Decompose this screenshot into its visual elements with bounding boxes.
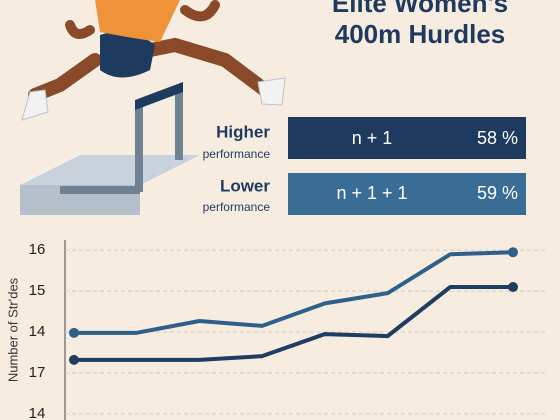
end-point	[69, 327, 79, 338]
row-box	[288, 173, 526, 215]
y-tick-label: 16	[29, 241, 46, 258]
y-tick-label: 14	[29, 405, 46, 420]
row-label: Lower	[220, 176, 270, 195]
row-percent: 59 %	[477, 183, 518, 203]
series-line	[74, 285, 513, 362]
y-tick-label: 14	[29, 323, 46, 340]
end-point	[508, 247, 518, 258]
end-point	[69, 354, 79, 365]
end-point	[508, 282, 518, 293]
title-line: Elite Women's	[332, 0, 508, 18]
y-tick-label: 15	[29, 282, 46, 299]
row-sublabel: performance	[203, 200, 271, 214]
y-axis-label: Number of Str'des	[5, 277, 20, 382]
title-line: 400m Hurdles	[335, 19, 506, 49]
row-box	[288, 117, 526, 159]
row-label: Higher	[216, 122, 270, 141]
row-sublabel: performance	[203, 147, 271, 161]
row-formula: n + 1	[352, 128, 393, 148]
row-formula: n + 1 + 1	[336, 183, 407, 203]
row-percent: 58 %	[477, 128, 518, 148]
plot: 16 15 14 17 14	[29, 241, 545, 420]
runner-illustration	[20, 0, 286, 215]
y-tick-label: 17	[29, 364, 46, 381]
series-line	[74, 250, 514, 335]
